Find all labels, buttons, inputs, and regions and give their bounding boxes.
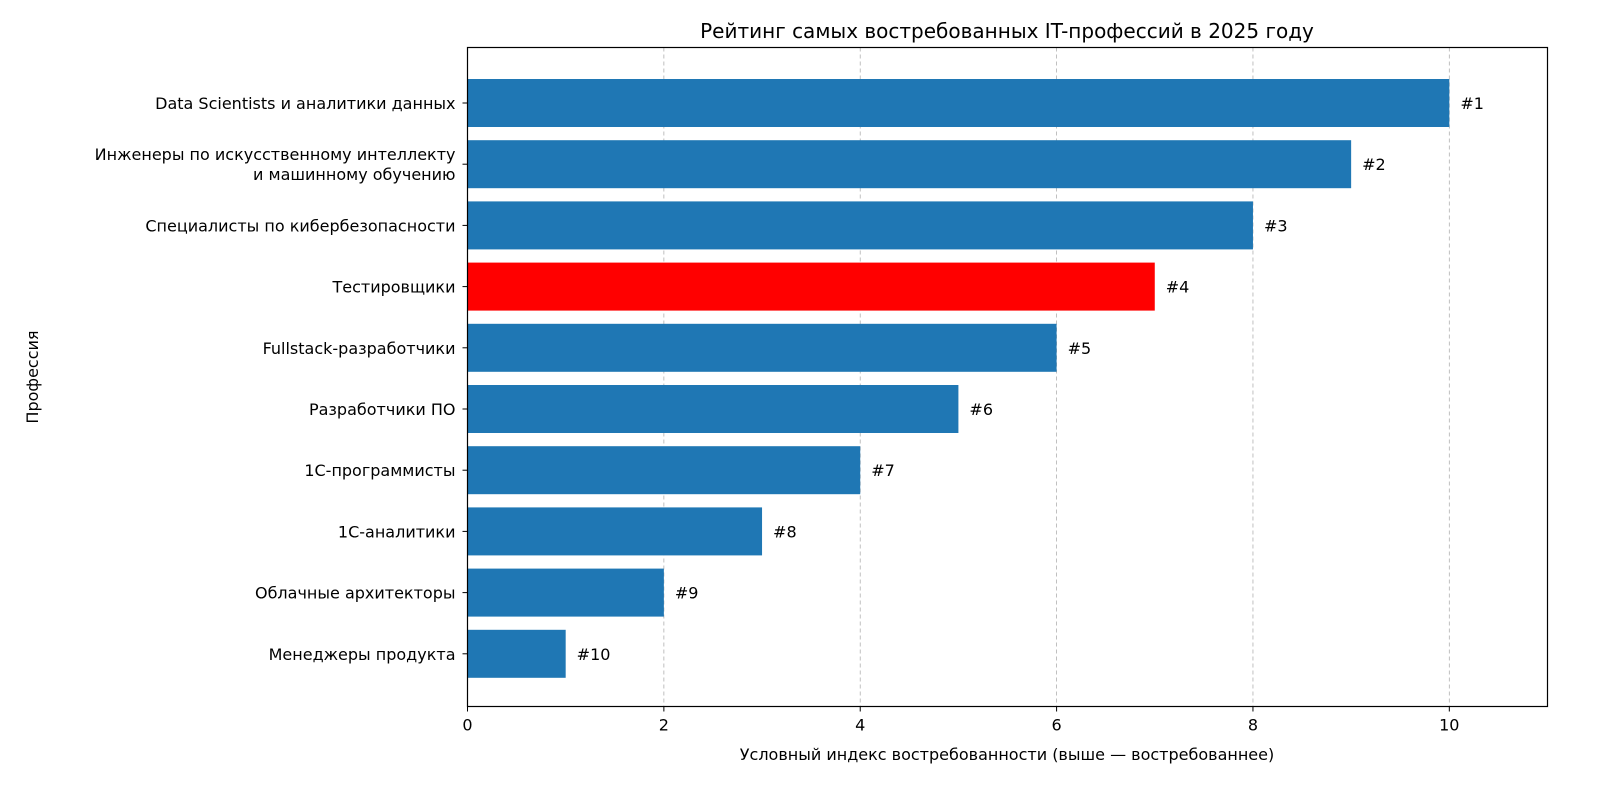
data-label: #9 <box>675 584 699 603</box>
y-tick-label: Разработчики ПО <box>309 400 456 419</box>
data-label: #7 <box>871 461 895 480</box>
bars <box>467 79 1450 678</box>
y-tick-label: 1С-аналитики <box>338 522 456 541</box>
y-tick-label: Инженеры по искусственному интеллекту и м… <box>95 145 456 184</box>
x-axis-label: Условный индекс востребованности (выше —… <box>740 745 1274 764</box>
y-tick-label: Специалисты по кибербезопасности <box>145 216 455 235</box>
bar <box>467 385 959 433</box>
y-tick-label: Data Scientists и аналитики данных <box>155 94 455 113</box>
x-tick-label: 4 <box>855 716 865 735</box>
x-axis-ticks: 0 2 4 6 8 10 <box>462 706 1459 735</box>
data-label: #5 <box>1068 339 1092 358</box>
x-tick-label: 2 <box>659 716 669 735</box>
x-tick-label: 10 <box>1439 716 1459 735</box>
chart-title: Рейтинг самых востребованных IT-професси… <box>700 19 1314 43</box>
bar <box>467 262 1155 311</box>
bar <box>467 201 1253 250</box>
bar <box>467 568 664 617</box>
y-tick-label: Тестировщики <box>331 278 455 297</box>
y-tick-label: 1С-программисты <box>304 461 455 480</box>
y-tick-label: Менеджеры продукта <box>269 645 456 664</box>
data-label: #6 <box>969 400 993 419</box>
data-label: #10 <box>577 645 611 664</box>
x-tick-label: 6 <box>1051 716 1061 735</box>
bar <box>467 629 566 678</box>
bar <box>467 507 763 556</box>
data-label: #3 <box>1264 216 1288 235</box>
y-tick-label: Fullstack-разработчики <box>263 339 456 358</box>
bar <box>467 323 1057 372</box>
data-label: #4 <box>1166 278 1190 297</box>
data-label: #1 <box>1460 94 1484 113</box>
y-axis-ticks: Data Scientists и аналитики данных Инжене… <box>95 94 468 664</box>
axes-frame <box>466 46 1549 708</box>
bar <box>467 140 1352 189</box>
y-axis-label: Профессия <box>23 330 42 423</box>
y-tick-label: Облачные архитекторы <box>255 584 456 603</box>
data-label: #2 <box>1362 155 1386 174</box>
bar <box>467 446 861 495</box>
x-tick-label: 0 <box>462 716 472 735</box>
data-labels: #1 #2 #3 #4 #5 #6 #7 #8 #9 #10 <box>577 94 1484 664</box>
data-label: #8 <box>773 522 797 541</box>
x-tick-label: 8 <box>1248 716 1258 735</box>
bar <box>467 79 1450 127</box>
